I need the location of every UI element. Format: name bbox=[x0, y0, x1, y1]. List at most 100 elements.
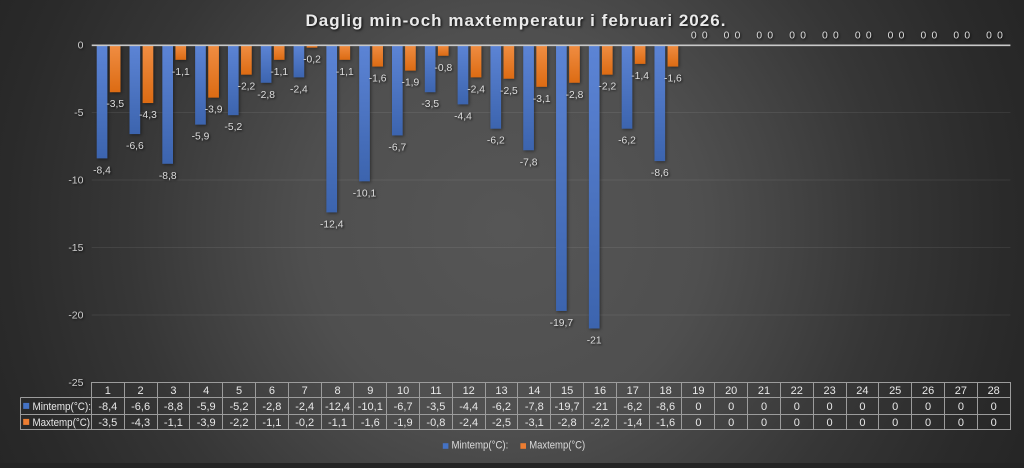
svg-text:0: 0 bbox=[991, 417, 997, 429]
svg-text:-1,9: -1,9 bbox=[394, 417, 413, 429]
svg-text:0: 0 bbox=[767, 31, 773, 42]
svg-text:4: 4 bbox=[203, 385, 209, 397]
svg-text:12: 12 bbox=[463, 385, 475, 397]
svg-text:-3,1: -3,1 bbox=[533, 94, 551, 105]
svg-text:-3,1: -3,1 bbox=[525, 417, 544, 429]
svg-text:-4,3: -4,3 bbox=[139, 110, 157, 121]
svg-text:0: 0 bbox=[789, 31, 795, 42]
svg-text:-1,6: -1,6 bbox=[656, 417, 675, 429]
svg-text:-8,4: -8,4 bbox=[93, 165, 111, 176]
svg-text:15: 15 bbox=[561, 385, 573, 397]
svg-text:19: 19 bbox=[692, 385, 704, 397]
svg-text:-5,9: -5,9 bbox=[197, 401, 216, 413]
svg-text:0: 0 bbox=[735, 31, 741, 42]
svg-text:-2,4: -2,4 bbox=[467, 84, 485, 95]
svg-text:-1,6: -1,6 bbox=[361, 417, 380, 429]
svg-text:0: 0 bbox=[833, 31, 839, 42]
svg-text:0: 0 bbox=[855, 31, 861, 42]
svg-text:-2,8: -2,8 bbox=[257, 90, 275, 101]
svg-text:-21: -21 bbox=[592, 401, 608, 413]
svg-text:0: 0 bbox=[997, 31, 1003, 42]
svg-text:-0,2: -0,2 bbox=[295, 417, 314, 429]
svg-text:-8,6: -8,6 bbox=[651, 168, 669, 179]
svg-text:0: 0 bbox=[827, 417, 833, 429]
svg-text:Mintemp(°C):: Mintemp(°C): bbox=[452, 440, 509, 452]
svg-text:-1,1: -1,1 bbox=[164, 417, 183, 429]
svg-text:0: 0 bbox=[964, 31, 970, 42]
svg-text:-6,2: -6,2 bbox=[492, 401, 511, 413]
svg-text:-2,2: -2,2 bbox=[238, 82, 256, 93]
svg-text:-5,2: -5,2 bbox=[224, 122, 242, 133]
svg-text:8: 8 bbox=[334, 385, 340, 397]
svg-text:0: 0 bbox=[958, 401, 964, 413]
svg-text:-1,4: -1,4 bbox=[623, 417, 642, 429]
svg-text:0: 0 bbox=[866, 31, 872, 42]
svg-text:-8,8: -8,8 bbox=[159, 171, 177, 182]
svg-text:-5: -5 bbox=[74, 107, 83, 119]
svg-text:-4,3: -4,3 bbox=[131, 417, 150, 429]
svg-text:-12,4: -12,4 bbox=[320, 219, 344, 230]
svg-text:-1,4: -1,4 bbox=[631, 71, 649, 82]
svg-text:-2,4: -2,4 bbox=[290, 84, 308, 95]
svg-text:0: 0 bbox=[932, 31, 938, 42]
svg-text:-0,8: -0,8 bbox=[434, 63, 452, 74]
svg-text:3: 3 bbox=[170, 385, 176, 397]
svg-text:-6,7: -6,7 bbox=[388, 142, 406, 153]
svg-text:0: 0 bbox=[958, 417, 964, 429]
svg-text:-2,2: -2,2 bbox=[591, 417, 610, 429]
svg-text:0: 0 bbox=[761, 401, 767, 413]
svg-text:10: 10 bbox=[397, 385, 409, 397]
svg-text:28: 28 bbox=[988, 385, 1000, 397]
svg-text:-6,6: -6,6 bbox=[126, 141, 144, 152]
svg-text:23: 23 bbox=[823, 385, 835, 397]
svg-text:-1,1: -1,1 bbox=[328, 417, 347, 429]
svg-text:22: 22 bbox=[791, 385, 803, 397]
svg-text:0: 0 bbox=[892, 417, 898, 429]
svg-text:-2,2: -2,2 bbox=[598, 82, 616, 93]
svg-text:-10,1: -10,1 bbox=[353, 188, 377, 199]
svg-text:0: 0 bbox=[921, 31, 927, 42]
svg-text:-8,8: -8,8 bbox=[164, 401, 183, 413]
svg-text:0: 0 bbox=[800, 31, 806, 42]
svg-text:0: 0 bbox=[991, 401, 997, 413]
svg-text:0: 0 bbox=[78, 40, 84, 52]
svg-text:-8,4: -8,4 bbox=[98, 401, 117, 413]
svg-text:-3,5: -3,5 bbox=[421, 99, 439, 110]
svg-text:2: 2 bbox=[138, 385, 144, 397]
svg-text:0: 0 bbox=[953, 31, 959, 42]
svg-text:0: 0 bbox=[724, 31, 730, 42]
svg-text:-12,4: -12,4 bbox=[325, 401, 350, 413]
svg-text:-2,8: -2,8 bbox=[566, 90, 584, 101]
svg-text:0: 0 bbox=[794, 401, 800, 413]
svg-text:-3,9: -3,9 bbox=[205, 105, 223, 116]
svg-text:-7,8: -7,8 bbox=[520, 157, 538, 168]
svg-text:0: 0 bbox=[794, 417, 800, 429]
svg-text:24: 24 bbox=[856, 385, 868, 397]
svg-text:Maxtemp(°C): Maxtemp(°C) bbox=[33, 417, 91, 429]
svg-text:0: 0 bbox=[761, 417, 767, 429]
svg-text:-21: -21 bbox=[587, 336, 602, 347]
svg-text:-1,6: -1,6 bbox=[369, 74, 387, 85]
svg-text:0: 0 bbox=[691, 31, 697, 42]
svg-text:0: 0 bbox=[888, 31, 894, 42]
svg-text:-0,8: -0,8 bbox=[426, 417, 445, 429]
svg-text:-5,2: -5,2 bbox=[230, 401, 249, 413]
svg-text:-6,2: -6,2 bbox=[487, 136, 505, 147]
svg-text:0: 0 bbox=[695, 401, 701, 413]
svg-text:-2,5: -2,5 bbox=[492, 417, 511, 429]
svg-text:0: 0 bbox=[822, 31, 828, 42]
svg-text:-2,5: -2,5 bbox=[500, 86, 518, 97]
svg-text:-6,6: -6,6 bbox=[131, 401, 150, 413]
svg-text:-20: -20 bbox=[68, 310, 83, 322]
svg-text:17: 17 bbox=[627, 385, 639, 397]
svg-text:-19,7: -19,7 bbox=[550, 318, 574, 329]
svg-text:1: 1 bbox=[105, 385, 111, 397]
svg-text:-2,8: -2,8 bbox=[558, 417, 577, 429]
svg-text:-2,2: -2,2 bbox=[230, 417, 249, 429]
svg-text:-6,7: -6,7 bbox=[394, 401, 413, 413]
svg-text:0: 0 bbox=[827, 401, 833, 413]
svg-text:-15: -15 bbox=[68, 242, 83, 254]
svg-text:-10,1: -10,1 bbox=[358, 401, 383, 413]
svg-text:5: 5 bbox=[236, 385, 242, 397]
svg-text:0: 0 bbox=[925, 401, 931, 413]
